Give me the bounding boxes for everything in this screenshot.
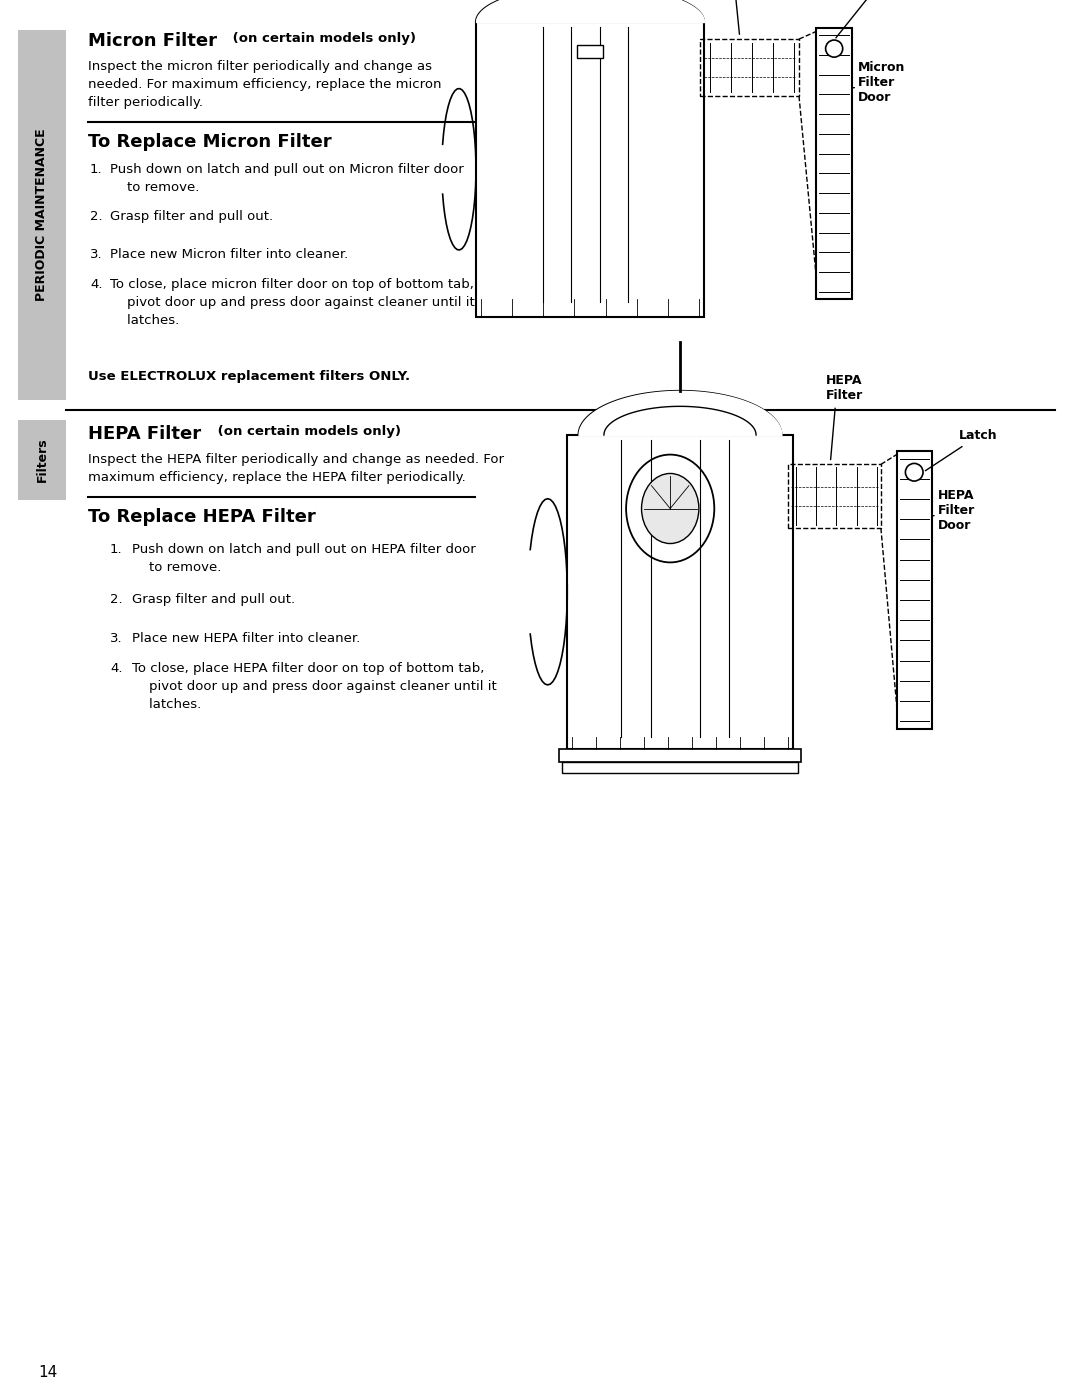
Text: HEPA
Filter
Door: HEPA Filter Door <box>937 489 975 532</box>
Text: 2.: 2. <box>110 592 123 606</box>
Text: 4.: 4. <box>110 662 122 675</box>
Bar <box>559 749 800 763</box>
Text: (on certain models only): (on certain models only) <box>228 32 416 45</box>
Text: To close, place micron filter door on top of bottom tab,
    pivot door up and p: To close, place micron filter door on to… <box>110 278 475 327</box>
Text: Inspect the micron filter periodically and change as
needed. For maximum efficie: Inspect the micron filter periodically a… <box>87 60 442 109</box>
Text: Push down on latch and pull out on HEPA filter door
    to remove.: Push down on latch and pull out on HEPA … <box>132 543 476 574</box>
Bar <box>896 451 932 729</box>
Text: Grasp filter and pull out.: Grasp filter and pull out. <box>110 210 273 224</box>
Text: Push down on latch and pull out on Micron filter door
    to remove.: Push down on latch and pull out on Micro… <box>110 163 463 194</box>
Text: Place new Micron filter into cleaner.: Place new Micron filter into cleaner. <box>110 249 348 261</box>
Text: Latch: Latch <box>926 429 998 471</box>
Text: Inspect the HEPA filter periodically and change as needed. For
maximum efficienc: Inspect the HEPA filter periodically and… <box>87 453 504 483</box>
Bar <box>577 45 604 59</box>
Bar <box>787 464 881 528</box>
Text: PERIODIC MAINTENANCE: PERIODIC MAINTENANCE <box>36 129 49 302</box>
Text: Place new HEPA filter into cleaner.: Place new HEPA filter into cleaner. <box>132 631 361 645</box>
Text: 3.: 3. <box>110 631 123 645</box>
Text: (on certain models only): (on certain models only) <box>213 425 401 439</box>
Text: 4.: 4. <box>90 278 103 291</box>
Bar <box>816 28 852 299</box>
Text: Grasp filter and pull out.: Grasp filter and pull out. <box>132 592 295 606</box>
Text: Micron Filter: Micron Filter <box>87 32 217 50</box>
Bar <box>567 434 793 749</box>
Bar <box>18 420 66 500</box>
Text: Filters: Filters <box>36 437 49 482</box>
Text: Use ELECTROLUX replacement filters ONLY.: Use ELECTROLUX replacement filters ONLY. <box>87 370 410 383</box>
Text: HEPA Filter: HEPA Filter <box>87 425 201 443</box>
Text: To close, place HEPA filter door on top of bottom tab,
    pivot door up and pre: To close, place HEPA filter door on top … <box>132 662 497 711</box>
Text: 14: 14 <box>38 1365 57 1380</box>
Circle shape <box>905 464 923 481</box>
Bar <box>700 39 799 96</box>
Text: 1.: 1. <box>110 543 123 556</box>
Text: HEPA
Filter: HEPA Filter <box>825 374 863 402</box>
Text: To Replace Micron Filter: To Replace Micron Filter <box>87 133 332 151</box>
Text: To Replace HEPA Filter: To Replace HEPA Filter <box>87 509 315 527</box>
Circle shape <box>825 41 842 57</box>
Ellipse shape <box>642 474 699 543</box>
Bar <box>18 29 66 400</box>
Text: 2.: 2. <box>90 210 103 224</box>
Text: Latch: Latch <box>836 0 908 38</box>
Text: 1.: 1. <box>90 163 103 176</box>
Text: 3.: 3. <box>90 249 103 261</box>
Bar <box>563 763 798 773</box>
Text: Micron
Filter
Door: Micron Filter Door <box>859 61 905 105</box>
Ellipse shape <box>626 454 714 563</box>
Bar <box>476 22 704 317</box>
